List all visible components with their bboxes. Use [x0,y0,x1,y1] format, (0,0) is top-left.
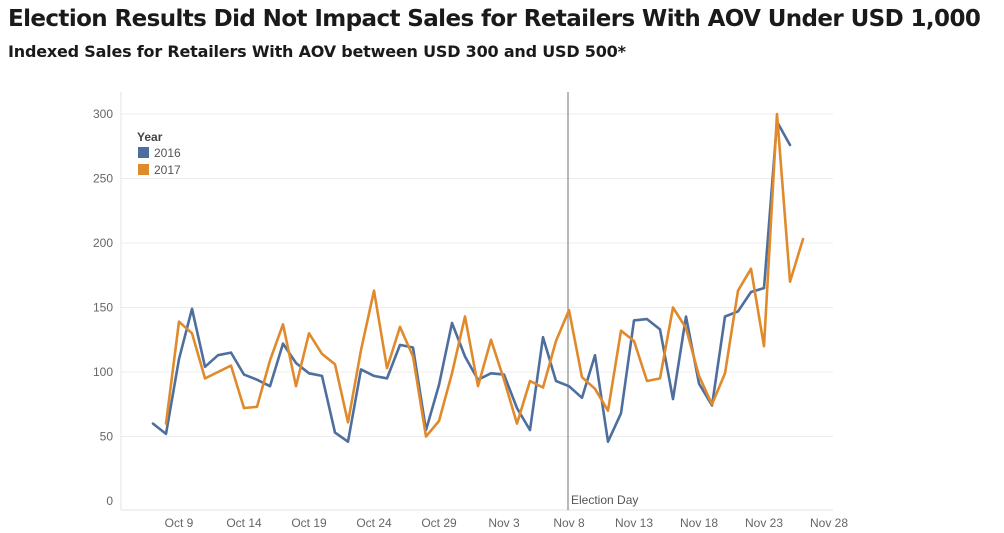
chart-subtitle: Indexed Sales for Retailers With AOV bet… [8,42,626,61]
election-day-label: Election Day [571,493,638,507]
x-tick-label: Oct 14 [226,516,262,530]
legend-swatch-2016 [138,147,149,158]
x-tick-label: Nov 23 [745,516,783,530]
legend-title: Year [137,130,163,144]
y-tick-label: 200 [93,236,113,250]
x-tick-label: Nov 13 [615,516,653,530]
annotation: Election Day [567,92,638,510]
chart-title: Election Results Did Not Impact Sales fo… [8,6,981,32]
series-line-2016 [151,120,792,444]
y-tick-label: 300 [93,107,113,121]
y-tick-label: 0 [106,494,113,508]
x-tick-label: Nov 18 [680,516,718,530]
legend: Year 2016 2017 [137,130,181,177]
legend-label-2016: 2016 [154,146,181,160]
y-tick-label: 100 [93,365,113,379]
series-line-2017 [164,112,805,438]
y-tick-label: 50 [100,430,114,444]
series-lines [151,112,805,444]
y-tick-label: 150 [93,301,113,315]
x-tick-label: Nov 3 [488,516,520,530]
x-tick-label: Nov 8 [553,516,585,530]
legend-swatch-2017 [138,164,149,175]
x-tick-label: Nov 28 [810,516,848,530]
x-tick-label: Oct 9 [165,516,194,530]
gridlines [121,113,833,437]
y-tick-label: 250 [93,172,113,186]
x-tick-label: Oct 24 [356,516,392,530]
x-tick-label: Oct 19 [291,516,327,530]
axes: 0 50 100 150 200 250 300 Oct 9 Oct 14 Oct 19 Oct 2… [93,92,848,530]
x-tick-label: Oct 29 [421,516,457,530]
legend-label-2017: 2017 [154,163,181,177]
